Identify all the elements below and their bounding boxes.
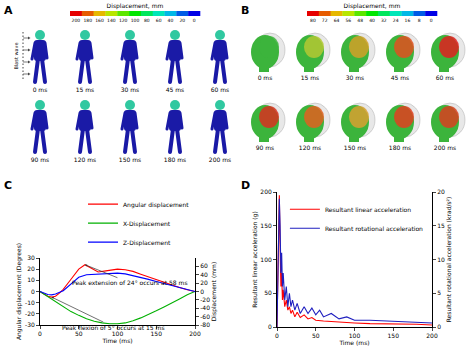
svg-text:0: 0 — [38, 330, 42, 337]
svg-text:0 ms: 0 ms — [258, 74, 273, 81]
svg-text:-20: -20 — [25, 310, 35, 317]
svg-text:200: 200 — [72, 18, 81, 23]
svg-text:0: 0 — [31, 288, 35, 295]
svg-text:0: 0 — [430, 18, 433, 23]
svg-text:Resultant linear acceleration: Resultant linear acceleration (g) — [251, 211, 259, 308]
svg-text:64: 64 — [334, 18, 340, 23]
html-text:D: D — [241, 179, 251, 192]
svg-text:-40: -40 — [200, 304, 210, 311]
svg-text:200: 200 — [189, 330, 201, 337]
svg-text:Z-Displacement: Z-Displacement — [123, 239, 171, 247]
svg-text:A: A — [4, 4, 13, 17]
svg-text:100: 100 — [260, 256, 272, 263]
svg-text:60: 60 — [200, 262, 208, 269]
svg-text:Peak extension of 24° occurs a: Peak extension of 24° occurs at 58 ms — [72, 279, 188, 286]
svg-text:150 ms: 150 ms — [344, 144, 366, 151]
svg-text:120 ms: 120 ms — [74, 156, 96, 163]
svg-text:30 ms: 30 ms — [346, 74, 365, 81]
svg-text:50: 50 — [75, 330, 83, 337]
svg-text:Time (ms): Time (ms) — [338, 339, 369, 346]
svg-text:X-Displacement: X-Displacement — [123, 220, 171, 228]
svg-text:120: 120 — [119, 18, 128, 23]
svg-text:15: 15 — [437, 222, 445, 229]
svg-text:15 ms: 15 ms — [76, 86, 95, 93]
svg-text:0: 0 — [200, 288, 204, 295]
svg-text:48: 48 — [357, 18, 363, 23]
svg-text:24: 24 — [393, 18, 399, 23]
svg-text:200: 200 — [260, 188, 272, 195]
svg-text:5: 5 — [437, 289, 441, 296]
svg-text:Angular displacement (Degrees): Angular displacement (Degrees) — [15, 243, 23, 340]
svg-text:50: 50 — [264, 289, 272, 296]
svg-text:Angular displacement: Angular displacement — [123, 201, 189, 209]
svg-text:40: 40 — [200, 271, 208, 278]
svg-text:140: 140 — [107, 18, 116, 23]
svg-text:0: 0 — [437, 323, 441, 330]
svg-text:20: 20 — [27, 265, 35, 272]
svg-text:120 ms: 120 ms — [299, 144, 321, 151]
svg-text:100: 100 — [131, 18, 140, 23]
svg-text:Displacement, mm: Displacement, mm — [107, 2, 164, 10]
svg-text:56: 56 — [345, 18, 351, 23]
svg-text:80: 80 — [144, 18, 150, 23]
svg-text:100: 100 — [112, 330, 124, 337]
svg-text:8: 8 — [418, 18, 421, 23]
svg-text:60: 60 — [156, 18, 162, 23]
svg-text:10: 10 — [437, 256, 445, 263]
svg-text:Peak flexion of 5° occurs at 1: Peak flexion of 5° occurs at 15 ms — [62, 324, 165, 331]
svg-text:Resultant rotational accelerat: Resultant rotational acceleration (krad/… — [445, 197, 452, 323]
svg-text:160: 160 — [95, 18, 104, 23]
svg-text:30 ms: 30 ms — [121, 86, 140, 93]
svg-text:180: 180 — [83, 18, 92, 23]
svg-text:-30: -30 — [25, 321, 35, 328]
svg-text:150: 150 — [260, 222, 272, 229]
svg-text:16: 16 — [405, 18, 411, 23]
svg-text:32: 32 — [381, 18, 387, 23]
svg-text:60 ms: 60 ms — [211, 86, 230, 93]
svg-text:100: 100 — [349, 332, 361, 339]
svg-text:40: 40 — [168, 18, 174, 23]
svg-text:0: 0 — [268, 323, 272, 330]
svg-text:90 ms: 90 ms — [256, 144, 275, 151]
svg-text:50: 50 — [312, 332, 320, 339]
svg-text:Displacement, mm: Displacement, mm — [344, 2, 401, 10]
svg-text:-60: -60 — [200, 313, 210, 320]
svg-text:200 ms: 200 ms — [434, 144, 456, 151]
svg-text:-80: -80 — [200, 321, 210, 328]
svg-text:180 ms: 180 ms — [164, 156, 186, 163]
svg-text:150: 150 — [151, 330, 163, 337]
svg-text:-20: -20 — [200, 296, 210, 303]
svg-text:60 ms: 60 ms — [436, 74, 455, 81]
svg-text:45 ms: 45 ms — [391, 74, 410, 81]
svg-text:40: 40 — [369, 18, 375, 23]
svg-text:10: 10 — [27, 276, 35, 283]
svg-text:Resultant linear acceleration: Resultant linear acceleration — [325, 206, 411, 213]
svg-text:20: 20 — [437, 188, 445, 195]
svg-text:200: 200 — [426, 332, 438, 339]
svg-text:72: 72 — [322, 18, 328, 23]
svg-text:Blast wave: Blast wave — [13, 42, 19, 69]
svg-text:Resultant rotational accelerat: Resultant rotational acceleration — [325, 225, 423, 232]
html-text:C: C — [4, 179, 13, 192]
svg-text:15 ms: 15 ms — [301, 74, 320, 81]
svg-text:0: 0 — [275, 332, 279, 339]
svg-text:150 ms: 150 ms — [119, 156, 141, 163]
svg-text:Displacement (mm): Displacement (mm) — [210, 262, 218, 322]
svg-text:80: 80 — [310, 18, 316, 23]
svg-text:45 ms: 45 ms — [166, 86, 185, 93]
svg-text:20: 20 — [200, 279, 208, 286]
svg-text:0: 0 — [193, 18, 196, 23]
svg-text:Time (ms): Time (ms) — [101, 337, 132, 344]
svg-text:20: 20 — [179, 18, 185, 23]
svg-text:180 ms: 180 ms — [389, 144, 411, 151]
svg-text:B: B — [241, 4, 249, 17]
svg-text:200 ms: 200 ms — [209, 156, 231, 163]
svg-text:90 ms: 90 ms — [31, 156, 50, 163]
svg-text:-10: -10 — [25, 299, 35, 306]
svg-text:150: 150 — [388, 332, 400, 339]
svg-text:30: 30 — [27, 254, 35, 261]
svg-text:0 ms: 0 ms — [33, 86, 48, 93]
